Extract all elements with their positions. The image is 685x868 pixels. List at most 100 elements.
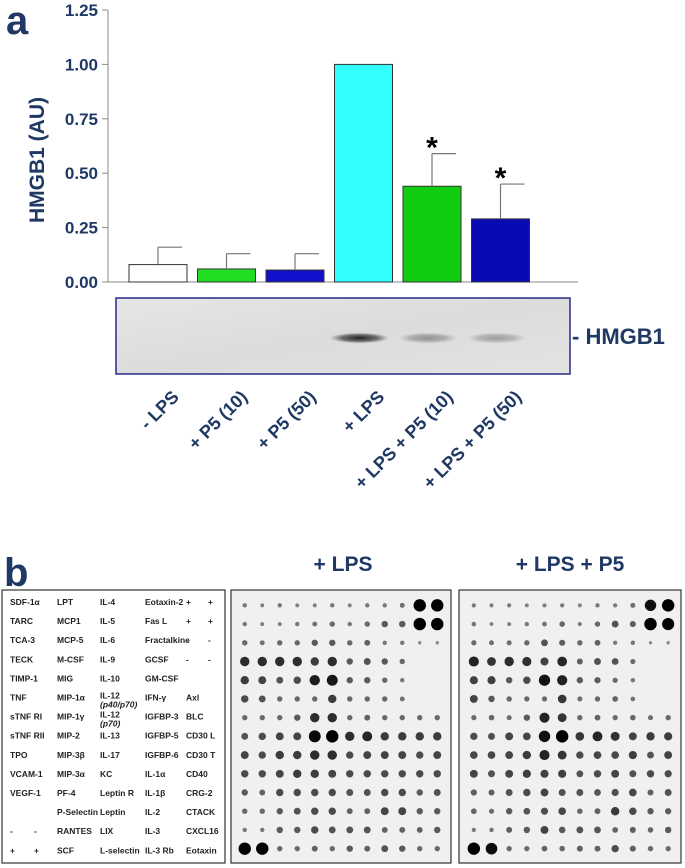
array-spot xyxy=(611,751,619,759)
y-tick-label: 0.25 xyxy=(65,219,98,238)
array-spot xyxy=(594,639,601,646)
array-spot xyxy=(522,769,531,778)
array-spot xyxy=(540,788,549,797)
array-spot xyxy=(661,599,675,612)
array-spot xyxy=(469,694,478,703)
array-spot xyxy=(399,602,405,608)
array-spot xyxy=(398,751,407,760)
array-spot xyxy=(418,641,422,645)
array-spot xyxy=(242,640,248,646)
array-spot xyxy=(612,715,618,721)
array-spot xyxy=(276,808,283,815)
key-entry: IL-5 xyxy=(100,616,115,626)
array-spot xyxy=(557,694,567,704)
category-label: + P5 (10) xyxy=(184,387,251,454)
array-spot xyxy=(328,807,336,815)
array-spot xyxy=(647,789,654,796)
array-spot xyxy=(665,808,672,815)
y-tick-label: 1.25 xyxy=(65,1,98,20)
array-spot xyxy=(629,826,636,833)
array-spot xyxy=(294,714,301,721)
category-label: + P5 (50) xyxy=(253,387,320,454)
array-spot xyxy=(381,620,388,628)
array-spot xyxy=(398,770,406,778)
blot-band xyxy=(398,332,458,344)
array-spot xyxy=(538,674,551,686)
key-entry: + xyxy=(34,845,39,855)
array-spot xyxy=(257,656,267,667)
array-spot xyxy=(611,844,619,853)
array-spot xyxy=(487,676,496,685)
key-entry: IL-13 xyxy=(100,731,120,741)
array-spot xyxy=(329,639,336,646)
array-spot xyxy=(577,640,583,646)
array-spot xyxy=(557,713,567,723)
key-entry: + xyxy=(10,845,15,855)
significance-markers: ** xyxy=(426,132,507,195)
array-spot xyxy=(242,827,247,833)
array-spot xyxy=(380,732,389,741)
array-spot xyxy=(524,845,530,852)
array-spot xyxy=(469,769,478,778)
array-spot xyxy=(398,807,407,816)
array-spot xyxy=(293,788,301,797)
array-spot xyxy=(471,621,477,627)
array-spot xyxy=(382,603,387,608)
key-entry: Axl xyxy=(186,693,199,703)
array-spot xyxy=(630,640,636,646)
array-spot xyxy=(557,750,567,760)
array-spot xyxy=(505,676,513,684)
array-spot xyxy=(593,770,602,778)
key-entry: IL-10 xyxy=(100,673,120,683)
y-tick-label: 0.75 xyxy=(65,110,98,129)
array-spot xyxy=(594,677,601,684)
array-spot xyxy=(612,696,619,702)
bar-series xyxy=(128,63,530,283)
array-spot xyxy=(611,769,620,778)
array-spot xyxy=(629,621,636,628)
array-spot xyxy=(488,770,495,778)
key-entry: MCP-5 xyxy=(57,635,84,645)
array-spot xyxy=(311,788,319,797)
array-spot xyxy=(400,640,405,645)
array-spot xyxy=(328,694,337,704)
array-spot xyxy=(259,808,265,814)
array-spot xyxy=(522,656,532,667)
array-spot xyxy=(275,769,284,778)
bar xyxy=(265,269,325,283)
array-spot xyxy=(630,602,636,608)
array-spot xyxy=(293,732,302,741)
array-spot xyxy=(507,603,512,608)
array-spot xyxy=(293,750,302,760)
array-spot xyxy=(398,788,406,797)
array-spot xyxy=(575,732,585,741)
key-entry: TCA-3 xyxy=(10,635,35,645)
key-entry: BLC xyxy=(186,712,203,722)
array-spot xyxy=(277,640,283,646)
array-spot xyxy=(665,714,671,721)
error-bar xyxy=(294,253,319,271)
array-spot xyxy=(507,622,512,627)
bar xyxy=(334,63,393,283)
y-axis-title: HMGB1 (AU) xyxy=(26,97,49,223)
array-spot xyxy=(259,714,265,721)
array-spot xyxy=(488,732,495,740)
array-spot xyxy=(541,696,548,702)
key-entry: - xyxy=(10,826,13,836)
array-spot xyxy=(242,714,248,721)
array-spot xyxy=(646,770,655,778)
array-spot xyxy=(576,770,584,778)
array-spot xyxy=(558,769,567,778)
array-spot xyxy=(347,640,353,646)
blot-label: - HMGB1 xyxy=(572,324,665,349)
array-spot xyxy=(326,730,339,743)
array-spot xyxy=(362,731,373,742)
array-spot xyxy=(506,715,512,721)
array-spot xyxy=(489,622,494,626)
array-spot xyxy=(380,751,389,760)
key-entry: - xyxy=(186,635,189,645)
array-spot xyxy=(345,731,355,742)
array-spot xyxy=(487,751,496,759)
array-spot xyxy=(363,826,371,834)
array-spot xyxy=(241,789,248,796)
